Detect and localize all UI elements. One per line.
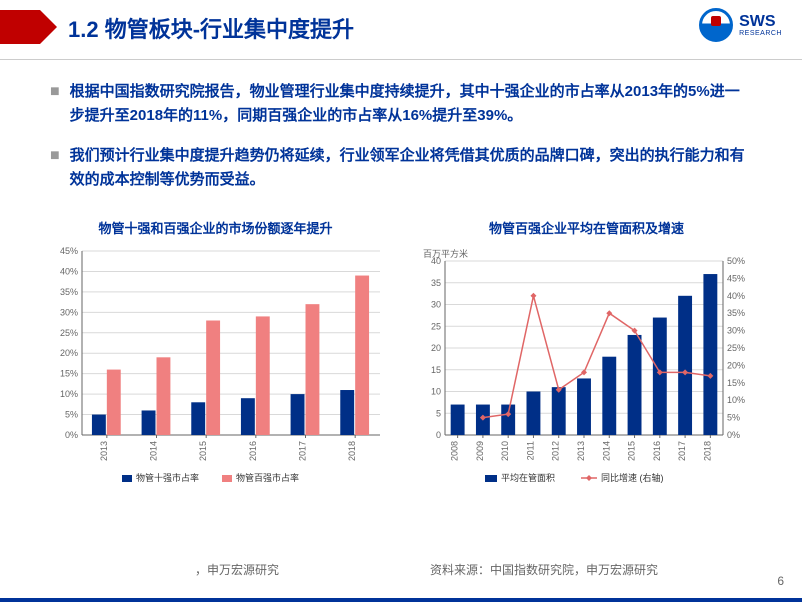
svg-text:15%: 15% bbox=[727, 378, 745, 388]
svg-text:2018: 2018 bbox=[702, 441, 712, 461]
slide: 1.2 物管板块-行业集中度提升 SWS RESEARCH ■ 根据中国指数研究… bbox=[0, 0, 802, 602]
logo-icon bbox=[699, 8, 733, 42]
svg-text:25: 25 bbox=[431, 321, 441, 331]
svg-text:30%: 30% bbox=[60, 307, 78, 317]
svg-text:40%: 40% bbox=[727, 291, 745, 301]
svg-text:10%: 10% bbox=[727, 395, 745, 405]
svg-text:2016: 2016 bbox=[652, 441, 662, 461]
chart-left-block: 物管十强和百强企业的市场份额逐年提升 0% 5% 10% 15% 20% 25% 30% 35… bbox=[40, 218, 391, 495]
svg-text:百万平方米: 百万平方米 bbox=[423, 248, 468, 259]
svg-text:10%: 10% bbox=[60, 389, 78, 399]
bullet-list: ■ 根据中国指数研究院报告，物业管理行业集中度持续提升，其中十强企业的市占率从2… bbox=[0, 60, 802, 218]
svg-text:30%: 30% bbox=[727, 326, 745, 336]
svg-text:5%: 5% bbox=[65, 410, 78, 420]
slide-title: 1.2 物管板块-行业集中度提升 bbox=[68, 12, 354, 44]
chart-left-title: 物管十强和百强企业的市场份额逐年提升 bbox=[40, 218, 391, 237]
svg-text:50%: 50% bbox=[727, 256, 745, 266]
svg-text:35%: 35% bbox=[60, 287, 78, 297]
svg-text:15: 15 bbox=[431, 365, 441, 375]
svg-text:2011: 2011 bbox=[525, 441, 535, 460]
logo-text: SWS bbox=[739, 14, 782, 30]
svg-text:2008: 2008 bbox=[450, 441, 460, 461]
section-tab bbox=[0, 10, 40, 44]
svg-text:45%: 45% bbox=[60, 246, 78, 256]
svg-text:15%: 15% bbox=[60, 369, 78, 379]
svg-text:20: 20 bbox=[431, 343, 441, 353]
svg-text:40: 40 bbox=[431, 256, 441, 266]
svg-text:20%: 20% bbox=[727, 360, 745, 370]
chart-right-svg: 百万平方米 0 5 10 15 20 25 30 35 40 0% 5% 10% 15% 20% 25% 30%… bbox=[411, 245, 761, 495]
svg-text:2013: 2013 bbox=[99, 441, 109, 461]
svg-text:2017: 2017 bbox=[298, 441, 308, 461]
svg-text:2013: 2013 bbox=[576, 441, 586, 461]
bullet-marker-icon: ■ bbox=[50, 144, 60, 192]
logo: SWS RESEARCH bbox=[699, 8, 782, 42]
svg-text:2009: 2009 bbox=[475, 441, 485, 461]
svg-text:0%: 0% bbox=[65, 430, 78, 440]
svg-text:5%: 5% bbox=[727, 413, 740, 423]
svg-text:2012: 2012 bbox=[551, 441, 561, 461]
svg-text:40%: 40% bbox=[60, 266, 78, 276]
bullet-text: 我们预计行业集中度提升趋势仍将延续，行业领军企业将凭借其优质的品牌口碑，突出的执… bbox=[70, 144, 752, 192]
svg-text:2014: 2014 bbox=[601, 441, 611, 461]
svg-text:2010: 2010 bbox=[500, 441, 510, 461]
svg-text:物管十强市占率: 物管十强市占率 bbox=[136, 472, 199, 483]
bullet-item: ■ 根据中国指数研究院报告，物业管理行业集中度持续提升，其中十强企业的市占率从2… bbox=[50, 80, 752, 128]
svg-text:25%: 25% bbox=[727, 343, 745, 353]
chart-left-svg: 0% 5% 10% 15% 20% 25% 30% 35% 40% 45% 2013 2014 2015… bbox=[40, 245, 390, 495]
svg-text:45%: 45% bbox=[727, 273, 745, 283]
svg-text:2015: 2015 bbox=[198, 441, 208, 461]
svg-text:30: 30 bbox=[431, 300, 441, 310]
svg-text:5: 5 bbox=[436, 408, 441, 418]
page-number: 6 bbox=[777, 574, 784, 588]
source-left: ，申万宏源研究 bbox=[195, 561, 279, 578]
svg-text:2015: 2015 bbox=[627, 441, 637, 461]
chart-right-block: 物管百强企业平均在管面积及增速 百万平方米 0 5 10 15 20 25 30 35 40 0% 5… bbox=[411, 218, 762, 495]
bullet-item: ■ 我们预计行业集中度提升趋势仍将延续，行业领军企业将凭借其优质的品牌口碑，突出… bbox=[50, 144, 752, 192]
svg-text:平均在管面积: 平均在管面积 bbox=[501, 472, 555, 483]
svg-text:20%: 20% bbox=[60, 348, 78, 358]
logo-subtext: RESEARCH bbox=[739, 30, 782, 37]
bullet-text: 根据中国指数研究院报告，物业管理行业集中度持续提升，其中十强企业的市占率从201… bbox=[70, 80, 752, 128]
chart-right-title: 物管百强企业平均在管面积及增速 bbox=[411, 218, 762, 237]
svg-text:0%: 0% bbox=[727, 430, 740, 440]
svg-text:2014: 2014 bbox=[149, 441, 159, 461]
svg-text:35: 35 bbox=[431, 278, 441, 288]
bullet-marker-icon: ■ bbox=[50, 80, 60, 128]
svg-text:2018: 2018 bbox=[347, 441, 357, 461]
svg-text:0: 0 bbox=[436, 430, 441, 440]
source-right: 资料来源：中国指数研究院，申万宏源研究 bbox=[430, 561, 658, 578]
svg-text:同比增速 (右轴): 同比增速 (右轴) bbox=[601, 472, 664, 483]
header: 1.2 物管板块-行业集中度提升 SWS RESEARCH bbox=[0, 0, 802, 60]
svg-text:2017: 2017 bbox=[677, 441, 687, 461]
svg-text:10: 10 bbox=[431, 387, 441, 397]
svg-text:25%: 25% bbox=[60, 328, 78, 338]
svg-text:2016: 2016 bbox=[248, 441, 258, 461]
svg-text:物管百强市占率: 物管百强市占率 bbox=[236, 472, 299, 483]
svg-text:35%: 35% bbox=[727, 308, 745, 318]
charts-row: 物管十强和百强企业的市场份额逐年提升 0% 5% 10% 15% 20% 25% 30% 35… bbox=[0, 218, 802, 495]
